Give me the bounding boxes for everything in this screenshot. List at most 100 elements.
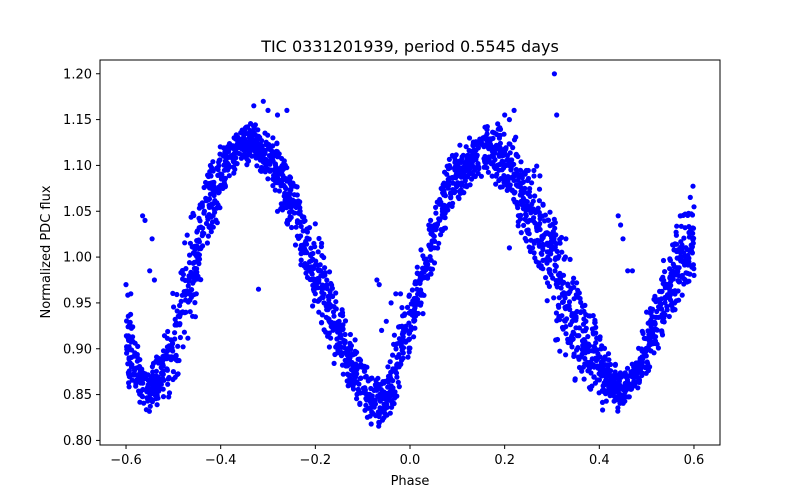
x-tick-label: 0.4 <box>589 453 610 468</box>
data-point <box>125 313 131 319</box>
y-tick-label: 0.85 <box>63 388 92 403</box>
data-point <box>217 151 223 157</box>
data-point <box>660 257 667 264</box>
data-point <box>433 204 439 210</box>
data-point <box>536 198 543 204</box>
data-point <box>154 374 160 380</box>
data-point <box>200 225 206 231</box>
data-point <box>321 291 327 297</box>
y-axis-ticks: 0.80 0.85 0.90 0.95 1.00 1.05 1.10 1.15 1.20 <box>63 67 100 449</box>
data-point <box>401 312 407 318</box>
data-point <box>214 200 220 206</box>
data-point <box>338 353 345 359</box>
data-point <box>384 398 390 404</box>
data-point <box>654 308 660 315</box>
data-point <box>518 159 524 165</box>
data-point <box>484 131 490 137</box>
data-point <box>274 112 281 118</box>
data-point <box>624 377 631 383</box>
data-point <box>388 369 394 375</box>
data-point <box>301 218 307 225</box>
data-point <box>682 253 688 259</box>
data-point <box>335 327 341 333</box>
data-point <box>539 251 545 257</box>
data-point <box>380 405 386 411</box>
data-point <box>278 180 285 186</box>
data-point <box>616 374 622 380</box>
data-point <box>453 152 459 158</box>
data-point <box>523 207 529 213</box>
data-point <box>673 241 680 247</box>
data-point <box>141 400 147 406</box>
data-point <box>316 309 322 315</box>
data-point <box>599 399 606 405</box>
data-point <box>281 175 287 181</box>
data-point <box>529 180 535 186</box>
data-point <box>407 345 413 351</box>
data-point <box>620 236 626 242</box>
data-point <box>203 220 210 227</box>
data-point <box>331 360 337 366</box>
data-point <box>659 329 665 335</box>
data-point <box>196 261 202 267</box>
data-point <box>570 336 576 342</box>
data-point <box>460 165 466 171</box>
data-point <box>427 254 433 260</box>
data-point <box>456 188 463 194</box>
data-point <box>201 210 207 216</box>
data-point <box>643 365 649 371</box>
data-point <box>493 181 499 187</box>
data-point <box>497 149 503 155</box>
data-point <box>285 218 291 224</box>
data-point <box>502 174 508 180</box>
data-point <box>341 345 348 351</box>
data-point <box>569 344 575 350</box>
data-point <box>398 361 404 367</box>
data-point <box>429 238 435 244</box>
data-point <box>428 271 434 277</box>
y-tick-label: 0.90 <box>63 342 92 357</box>
data-point <box>205 216 211 222</box>
data-point <box>317 267 323 273</box>
data-point <box>412 305 418 311</box>
data-point <box>420 311 426 317</box>
data-point <box>603 391 609 397</box>
data-point <box>175 343 181 349</box>
data-point <box>617 400 623 406</box>
data-point <box>287 175 294 181</box>
data-point <box>414 270 420 276</box>
data-point <box>165 328 171 335</box>
data-point <box>221 145 227 151</box>
data-point <box>580 342 586 348</box>
data-point <box>510 145 516 151</box>
data-point <box>207 225 213 231</box>
data-point <box>566 290 572 297</box>
data-point <box>350 352 356 358</box>
data-point <box>592 320 598 326</box>
data-point <box>406 320 412 326</box>
plot-frame <box>99 59 721 446</box>
data-point <box>222 151 228 157</box>
data-point <box>171 304 177 310</box>
x-tick-label: 0.6 <box>684 453 705 468</box>
data-point <box>137 370 143 376</box>
data-point <box>415 310 421 317</box>
data-point <box>567 256 573 262</box>
data-point <box>226 173 232 179</box>
data-point <box>221 177 227 183</box>
data-point <box>206 196 213 202</box>
data-point <box>132 350 138 356</box>
data-point <box>153 382 159 388</box>
data-point <box>444 206 450 212</box>
data-point <box>167 355 173 361</box>
data-point <box>540 241 546 247</box>
data-point <box>312 221 318 227</box>
data-point <box>226 141 233 147</box>
data-point <box>557 348 563 354</box>
data-point <box>579 347 585 353</box>
data-point <box>597 334 603 340</box>
x-tick-label: −0.2 <box>300 453 332 468</box>
data-point <box>312 291 318 297</box>
data-point <box>513 152 519 158</box>
